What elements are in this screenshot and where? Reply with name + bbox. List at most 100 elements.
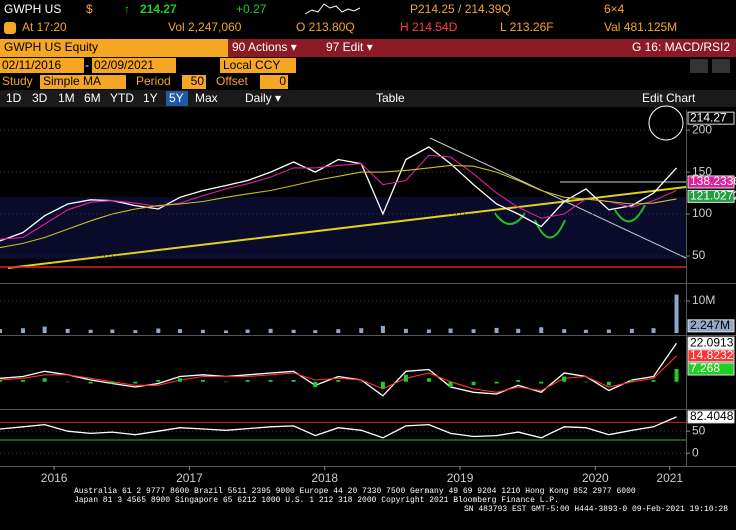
range-button[interactable]: 5Y (169, 91, 184, 105)
redo-button[interactable] (712, 59, 730, 73)
volume: Vol 2,247,060 (168, 20, 242, 34)
bar (42, 378, 47, 382)
time: At 17:20 (22, 20, 67, 34)
actions-menu[interactable]: 90 Actions ▾ (232, 40, 297, 54)
offset-label: Offset (216, 74, 248, 88)
bar (313, 381, 318, 387)
bar (629, 380, 634, 382)
x-tick-label: 2018 (311, 471, 338, 485)
bar (606, 381, 611, 386)
bar (539, 381, 544, 384)
bar (380, 325, 385, 333)
period-box[interactable] (182, 75, 206, 89)
bar (336, 329, 341, 333)
change: +0.27 (236, 2, 267, 16)
y-tick-label: 150 (692, 164, 712, 178)
bar (336, 380, 341, 382)
offset-box[interactable] (260, 75, 288, 89)
bar (133, 330, 138, 333)
bar (200, 380, 205, 382)
bar (359, 381, 364, 383)
bar (291, 380, 296, 382)
range-button[interactable]: YTD (110, 91, 134, 105)
footer-line: Australia 61 2 9777 8600 Brazil 5511 239… (74, 487, 636, 496)
y-tick-label: 50 (692, 248, 706, 262)
bar (65, 381, 70, 383)
range-button[interactable]: 3D (32, 91, 48, 105)
ticker: GWPH US (4, 2, 61, 16)
bar (177, 329, 182, 333)
bar (21, 380, 26, 382)
security-bar (0, 39, 228, 57)
bar (223, 381, 228, 383)
bar (651, 380, 656, 382)
study: Simple MA (43, 74, 101, 88)
bar (562, 376, 567, 382)
active-range (166, 91, 188, 106)
y-tick-label: 50 (692, 423, 706, 437)
value-tag (687, 189, 735, 203)
edit-menu[interactable]: 97 Edit ▾ (326, 40, 373, 54)
value-tag (687, 319, 735, 333)
series-line (0, 154, 677, 240)
bar (562, 329, 567, 333)
x-tick-label: 2016 (41, 471, 68, 485)
range-button[interactable]: 1Y (143, 91, 158, 105)
table-button[interactable]: Table (376, 91, 405, 105)
range-button[interactable]: 6M (84, 91, 101, 105)
currency-mode: Local CCY (223, 58, 280, 72)
bar (674, 294, 679, 333)
frequency[interactable]: Daily ▾ (245, 91, 281, 105)
trend-line (7, 186, 687, 269)
bar (448, 328, 453, 333)
x-tick-label: 2019 (447, 471, 474, 485)
last-price: 214.27 (140, 2, 177, 16)
range-button[interactable]: 1M (58, 91, 75, 105)
date-to-box[interactable] (92, 58, 176, 73)
period: 50 (191, 74, 205, 88)
bar (268, 380, 273, 382)
bar (651, 328, 656, 333)
bar (426, 378, 431, 382)
y-tick-label: 200 (692, 122, 712, 136)
series-line (0, 416, 677, 439)
bar (494, 381, 499, 384)
bar (359, 328, 364, 333)
date-from-box[interactable] (0, 58, 84, 73)
bar (42, 326, 47, 333)
value-tag (687, 349, 735, 363)
bar (583, 381, 588, 383)
bar (88, 381, 93, 384)
sparkline (304, 3, 361, 15)
ccy-box[interactable] (220, 58, 296, 73)
value-tag-label: 214.27 (690, 110, 727, 124)
bar (223, 330, 228, 333)
value-tag-label: 2.247M (690, 318, 730, 332)
bar (200, 329, 205, 333)
bar (156, 328, 161, 333)
value-tag (687, 336, 735, 350)
range-buttons: 1D 3D 1M 6M YTD 1Y 5Y Max (6, 91, 218, 106)
y-tick-label: 100 (692, 206, 712, 220)
offset: 0 (279, 74, 286, 88)
range-button[interactable]: Max (195, 91, 218, 105)
bar (110, 381, 115, 384)
x-tick-label: 2021 (656, 471, 683, 485)
bar (0, 380, 2, 382)
bar (674, 368, 679, 382)
bar (471, 329, 476, 333)
range-button[interactable]: 1D (6, 91, 22, 105)
highlight-circle (648, 105, 684, 141)
bar (268, 328, 273, 333)
value-tag-label: 14.8232 (690, 348, 734, 362)
bar (133, 381, 138, 384)
edit-chart-button[interactable]: Edit Chart (642, 91, 696, 105)
bar (426, 329, 431, 333)
value-tag (687, 410, 735, 424)
study-box[interactable] (40, 75, 126, 89)
value-tag-label: 22.0913 (690, 335, 734, 349)
undo-button[interactable] (690, 59, 708, 73)
y-tick-label: 0 (692, 445, 699, 459)
